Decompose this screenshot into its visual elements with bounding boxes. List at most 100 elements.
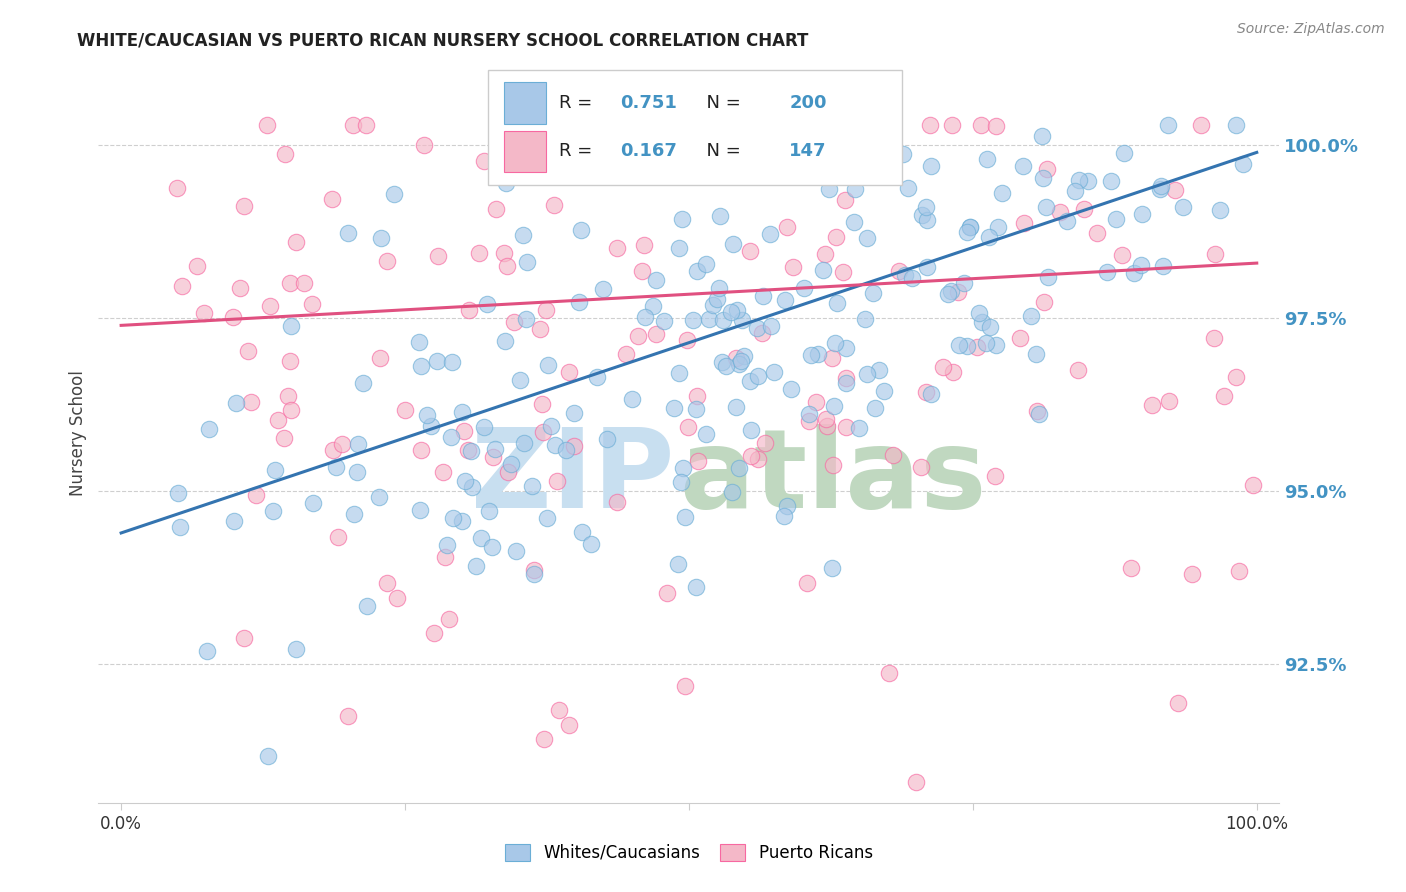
Point xyxy=(512,227,534,242)
Point xyxy=(865,149,887,163)
Point xyxy=(882,118,904,132)
Point xyxy=(488,128,510,142)
Point xyxy=(354,118,377,132)
Point xyxy=(984,337,1007,351)
Point xyxy=(585,369,607,384)
Point xyxy=(967,305,990,319)
Point xyxy=(942,365,965,379)
Point xyxy=(941,285,963,299)
FancyBboxPatch shape xyxy=(488,70,901,185)
Point xyxy=(941,118,963,132)
Point xyxy=(987,219,1010,234)
Point xyxy=(543,438,565,452)
Point xyxy=(485,202,508,217)
Point xyxy=(470,531,492,545)
Point xyxy=(727,357,749,371)
Point xyxy=(440,430,463,444)
Point xyxy=(274,147,297,161)
Point xyxy=(588,118,610,132)
Point xyxy=(408,334,430,349)
Point xyxy=(915,260,938,274)
Point xyxy=(543,198,565,212)
Point xyxy=(644,326,666,341)
Point xyxy=(1028,407,1050,421)
Point xyxy=(1031,128,1053,143)
Point xyxy=(731,313,754,327)
Point xyxy=(672,460,695,475)
Point xyxy=(1111,248,1133,262)
Point xyxy=(558,364,581,378)
Point xyxy=(1025,346,1047,360)
Point xyxy=(695,257,717,271)
Point xyxy=(592,282,614,296)
Point xyxy=(457,443,479,458)
Point xyxy=(285,235,308,249)
Point xyxy=(607,129,630,144)
Point xyxy=(904,775,927,789)
Point xyxy=(370,230,392,244)
Point xyxy=(991,186,1014,200)
Point xyxy=(724,401,747,415)
Point xyxy=(1067,173,1090,187)
Point xyxy=(1073,202,1095,216)
Point xyxy=(534,303,557,318)
Point xyxy=(571,524,593,539)
Point xyxy=(966,340,988,354)
Point xyxy=(1167,696,1189,710)
Point xyxy=(824,335,846,350)
Point xyxy=(633,237,655,252)
Point xyxy=(568,295,591,310)
Point xyxy=(474,420,496,434)
Point xyxy=(776,118,799,132)
Point xyxy=(821,458,844,473)
Point xyxy=(686,264,709,278)
Point xyxy=(827,296,849,310)
Point xyxy=(301,297,323,311)
Point xyxy=(740,424,762,438)
Point xyxy=(862,286,884,301)
Point xyxy=(848,421,870,435)
Point xyxy=(669,475,692,489)
Point xyxy=(825,230,848,244)
Point xyxy=(1085,226,1108,240)
Point xyxy=(889,264,911,278)
Point xyxy=(264,463,287,477)
Point xyxy=(821,351,844,366)
Point xyxy=(844,181,866,195)
Point xyxy=(520,479,543,493)
Point xyxy=(523,563,546,577)
Point xyxy=(457,303,479,318)
Point xyxy=(644,273,666,287)
Point xyxy=(910,459,932,474)
Point xyxy=(863,401,886,416)
Point xyxy=(685,581,707,595)
Point xyxy=(262,504,284,518)
Point xyxy=(953,276,976,290)
Point xyxy=(668,241,690,255)
Point xyxy=(779,382,801,396)
Point xyxy=(505,125,527,139)
Point xyxy=(1035,200,1057,214)
Point xyxy=(440,355,463,369)
Point xyxy=(797,407,820,421)
Point xyxy=(478,504,501,518)
Point xyxy=(773,509,796,524)
Point xyxy=(1212,389,1234,403)
Point xyxy=(848,136,870,150)
Point xyxy=(477,297,499,311)
Point xyxy=(815,418,838,433)
Point xyxy=(1132,207,1154,221)
Point xyxy=(877,666,900,681)
Point xyxy=(814,412,837,426)
Point xyxy=(367,490,389,504)
Point xyxy=(676,420,699,434)
Point xyxy=(675,333,697,347)
Point xyxy=(596,432,619,446)
Point xyxy=(224,514,246,528)
Point xyxy=(697,311,720,326)
Point xyxy=(492,245,515,260)
Point xyxy=(1025,404,1047,418)
Point xyxy=(484,442,506,456)
Point xyxy=(762,365,785,379)
Point xyxy=(548,703,571,717)
